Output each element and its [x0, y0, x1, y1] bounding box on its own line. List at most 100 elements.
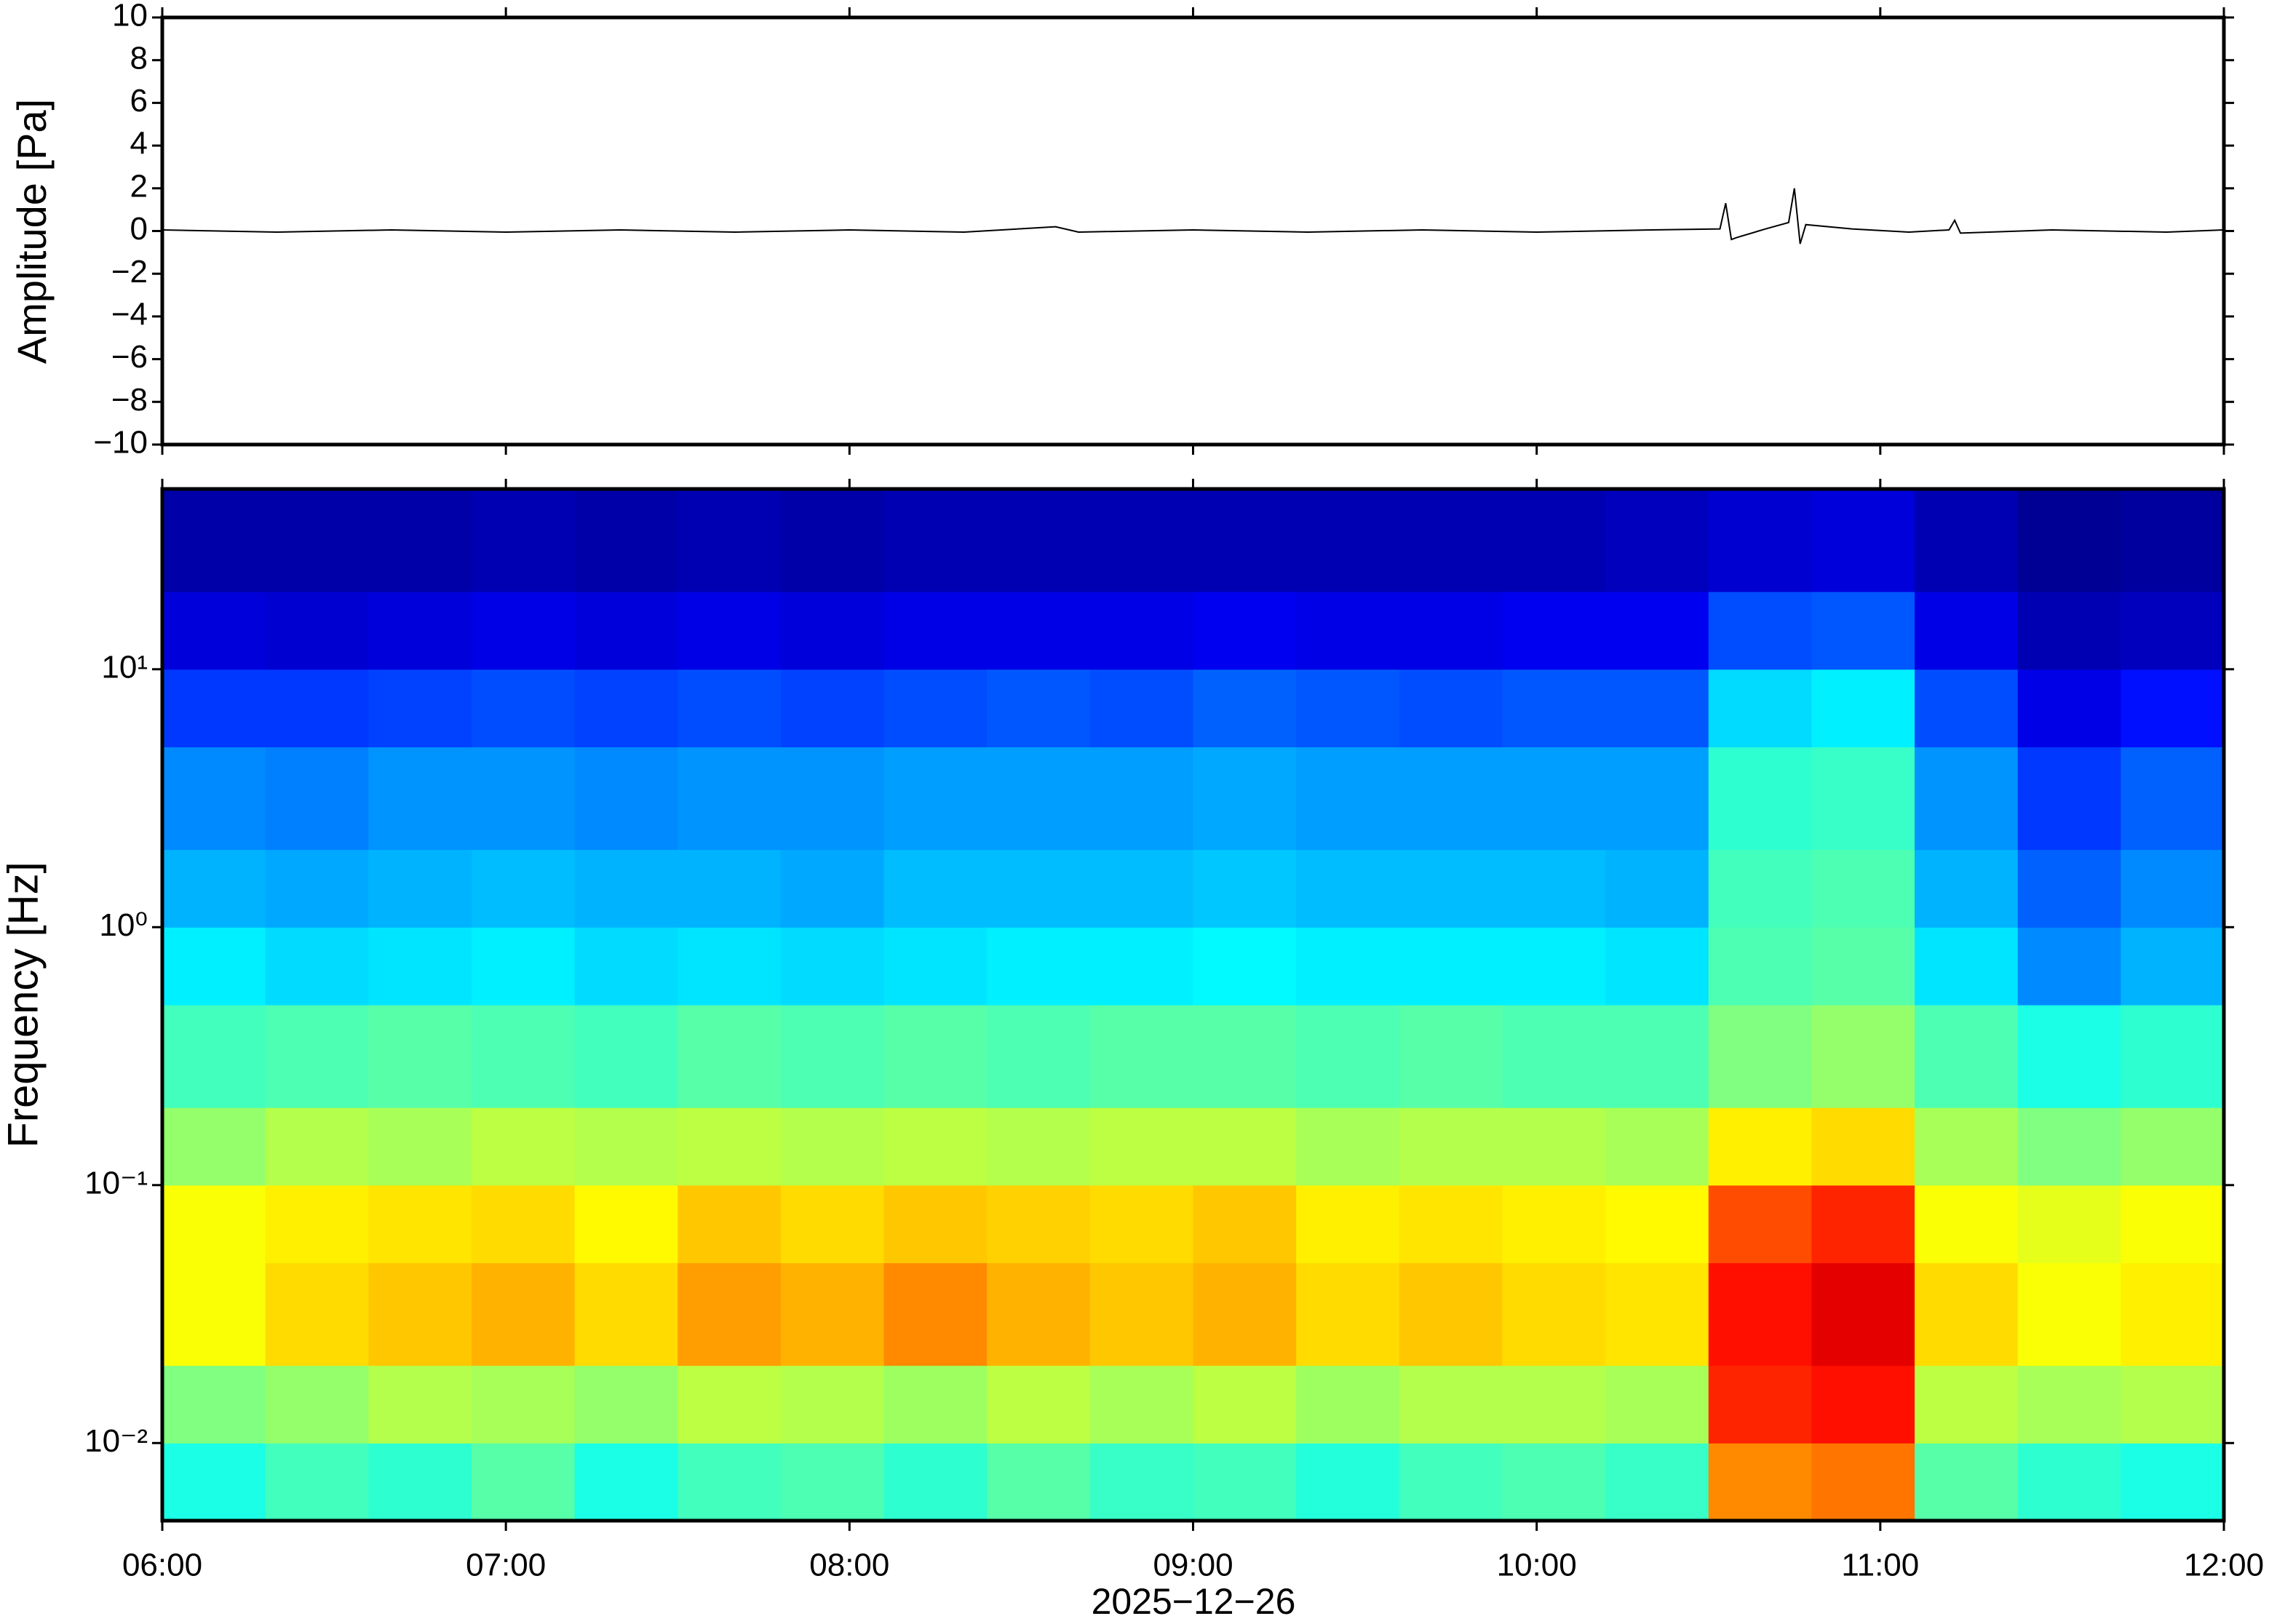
- spectrogram-cell: [368, 1365, 472, 1444]
- spectrogram-cell: [574, 1107, 678, 1186]
- spectrogram-cell: [1708, 669, 1812, 748]
- spectrogram-cell: [1915, 1185, 2019, 1264]
- spectrogram-cell: [987, 489, 1091, 592]
- spectrogram-cell: [1915, 1005, 2019, 1108]
- spectrogram-cell: [1399, 1443, 1503, 1521]
- spectrogram-cell: [471, 1262, 576, 1366]
- spectrogram-cell: [780, 592, 885, 670]
- spectrogram-cell: [162, 1443, 266, 1521]
- y-tick-label: 4: [130, 126, 148, 162]
- spectrogram-cell: [1502, 1107, 1606, 1186]
- spectrogram-cell: [2121, 592, 2225, 670]
- spectrogram-cell: [1502, 747, 1606, 851]
- spectrogram-cell: [1296, 1107, 1400, 1186]
- spectrogram-cell: [471, 849, 576, 928]
- spectrogram-cell: [1915, 592, 2019, 670]
- spectrogram-cell: [2017, 1005, 2121, 1108]
- spectrogram-cell: [780, 1365, 885, 1444]
- spectrogram-cell: [265, 1443, 369, 1521]
- spectrogram-cell: [1708, 1005, 1812, 1108]
- spectrogram-cell: [780, 489, 885, 592]
- spectrogram-cell: [1502, 1185, 1606, 1264]
- spectrogram-cell: [1605, 1262, 1709, 1366]
- spectrogram-cell: [1193, 1365, 1297, 1444]
- spectrogram-cell: [265, 1185, 369, 1264]
- spectrogram-cell: [883, 1443, 988, 1521]
- spectrogram-cell: [987, 1262, 1091, 1366]
- spectrogram-cell: [1089, 1262, 1194, 1366]
- spectrogram-cell: [265, 747, 369, 851]
- spectrogram-cell: [883, 747, 988, 851]
- spectrogram-cell: [1193, 1262, 1297, 1366]
- spectrogram-cell: [2017, 927, 2121, 1006]
- spectrogram-cell: [677, 592, 782, 670]
- spectrogram-cell: [2121, 1107, 2225, 1186]
- spectrogram-cell: [2017, 1185, 2121, 1264]
- spectrogram-cell: [2121, 669, 2225, 748]
- spectrogram-cell: [1502, 927, 1606, 1006]
- spectrogram-cell: [1811, 592, 1915, 670]
- x-tick-label: 10:00: [1497, 1548, 1577, 1583]
- spectrogram-cell: [1399, 489, 1503, 592]
- spectrogram-cell: [987, 1005, 1091, 1108]
- spectrogram-cell: [368, 747, 472, 851]
- spectrogram-cell: [574, 1262, 678, 1366]
- spectrogram-cell: [1193, 1443, 1297, 1521]
- spectrogram-cell: [1811, 1443, 1915, 1521]
- spectrogram-cell: [368, 1005, 472, 1108]
- x-tick-label: 07:00: [466, 1548, 546, 1583]
- spectrogram-cell: [1502, 489, 1606, 592]
- spectrogram-cell: [1089, 592, 1194, 670]
- x-tick-label: 06:00: [122, 1548, 202, 1583]
- spectrogram-cell: [1708, 592, 1812, 670]
- spectrogram-cell: [1089, 1185, 1194, 1264]
- spectrogram-cell: [574, 489, 678, 592]
- spectrogram-cell: [2017, 1443, 2121, 1521]
- spectrogram-cell: [1605, 489, 1709, 592]
- spectrogram-cell: [1296, 927, 1400, 1006]
- spectrogram-cell: [1296, 1443, 1400, 1521]
- spectrogram-cell: [1605, 747, 1709, 851]
- spectrogram-cell: [1605, 849, 1709, 928]
- spectrogram-cell: [883, 849, 988, 928]
- spectrogram-cell: [2121, 1443, 2225, 1521]
- spectrogram-cell: [780, 849, 885, 928]
- spectrogram-cell: [2017, 849, 2121, 928]
- spectrogram-cell: [2017, 489, 2121, 592]
- spectrogram-cell: [1502, 1262, 1606, 1366]
- spectrogram-cell: [1399, 927, 1503, 1006]
- spectrogram-cell: [780, 1185, 885, 1264]
- spectrogram-cell: [1399, 592, 1503, 670]
- y-tick-label: 10⁻²: [84, 1423, 148, 1459]
- spectrogram-cell: [471, 489, 576, 592]
- spectrogram-cell: [1089, 1107, 1194, 1186]
- spectrogram-cell: [2121, 1005, 2225, 1108]
- spectrogram-cell: [1708, 747, 1812, 851]
- spectrogram-cell: [574, 927, 678, 1006]
- spectrogram-cell: [883, 489, 988, 592]
- spectrogram-cell: [677, 1443, 782, 1521]
- spectrogram-cell: [677, 747, 782, 851]
- spectrogram-cell: [1502, 669, 1606, 748]
- y-tick-label: −6: [111, 339, 148, 375]
- spectrogram-cell: [987, 1365, 1091, 1444]
- spectrogram-cell: [1811, 1185, 1915, 1264]
- y-tick-label: 0: [130, 211, 148, 247]
- spectrogram-cell: [987, 592, 1091, 670]
- spectrogram-cell: [574, 1443, 678, 1521]
- spectrogram-cell: [2017, 592, 2121, 670]
- spectrogram-cell: [987, 849, 1091, 928]
- spectrogram-cell: [1708, 1443, 1812, 1521]
- spectrogram-cell: [368, 927, 472, 1006]
- spectrogram-cell: [677, 489, 782, 592]
- spectrogram-cell: [471, 927, 576, 1006]
- spectrogram-cell: [1708, 1365, 1812, 1444]
- spectrogram-cell: [1915, 1443, 2019, 1521]
- spectrogram-cell: [780, 747, 885, 851]
- spectrogram-cell: [1296, 1262, 1400, 1366]
- spectrogram-cell: [265, 1262, 369, 1366]
- spectrogram-cell: [677, 669, 782, 748]
- spectrogram-cell: [162, 1107, 266, 1186]
- y-tick-label: 10¹: [101, 649, 148, 685]
- spectrogram-cell: [1193, 927, 1297, 1006]
